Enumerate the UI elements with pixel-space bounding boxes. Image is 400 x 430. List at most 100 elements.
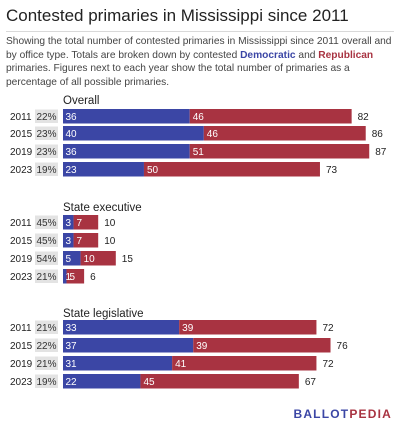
pct-label-bg — [35, 356, 58, 370]
pct-label-bg — [35, 109, 58, 123]
bar-label-democratic: 23 — [66, 165, 78, 176]
total-label: 73 — [326, 165, 338, 176]
bar-label-democratic: 36 — [66, 112, 78, 123]
bar-democratic — [63, 251, 81, 266]
total-label: 6 — [90, 272, 96, 283]
year-label: 2015 — [10, 129, 33, 140]
bar-label-republican: 46 — [207, 129, 219, 140]
pct-label-bg — [35, 162, 58, 176]
bar-label-democratic: 22 — [66, 377, 78, 388]
bar-democratic — [63, 144, 190, 159]
bar-republican — [189, 144, 370, 159]
pct-label: 21% — [36, 323, 56, 334]
bar-democratic — [63, 215, 74, 230]
bar-label-republican: 39 — [182, 323, 194, 334]
bar-label-republican: 7 — [77, 236, 83, 247]
pct-label-bg — [35, 374, 58, 388]
pct-label: 45% — [36, 236, 56, 247]
pct-label-bg — [35, 144, 58, 158]
bar-label-republican: 41 — [175, 359, 187, 370]
total-label: 87 — [375, 147, 387, 158]
total-label: 76 — [337, 341, 349, 352]
total-label: 82 — [358, 112, 370, 123]
pct-label-bg — [35, 269, 58, 283]
year-label: 2011 — [10, 218, 32, 229]
pct-label-bg — [35, 320, 58, 334]
logo-part-1: BALLOT — [293, 407, 350, 421]
bar-republican — [172, 356, 317, 371]
year-label: 2011 — [10, 323, 32, 334]
year-label: 2019 — [10, 359, 33, 370]
bar-label-republican: 10 — [84, 254, 96, 265]
pct-label-bg — [35, 215, 58, 229]
bar-republican — [203, 126, 366, 141]
bar-label-democratic: 3 — [66, 218, 72, 229]
bar-republican — [73, 215, 99, 230]
bar-label-republican: 50 — [147, 165, 159, 176]
bar-label-democratic: 31 — [66, 359, 78, 370]
bar-label-democratic: 36 — [66, 147, 78, 158]
bar-democratic — [63, 126, 204, 141]
bar-republican — [193, 338, 331, 353]
bar-label-republican: 5 — [70, 272, 76, 283]
bar-republican — [140, 374, 299, 389]
bar-label-democratic: 3 — [66, 236, 72, 247]
bar-republican — [179, 320, 317, 335]
pct-label: 19% — [36, 165, 56, 176]
year-label: 2023 — [10, 165, 33, 176]
bar-label-republican: 39 — [196, 341, 208, 352]
pct-label: 21% — [36, 272, 56, 283]
year-label: 2015 — [10, 236, 33, 247]
pct-label: 19% — [36, 377, 56, 388]
year-label: 2023 — [10, 272, 33, 283]
title-divider — [6, 31, 394, 32]
chart-subtitle: Showing the total number of contested pr… — [6, 35, 392, 89]
bar-republican — [66, 269, 85, 284]
bar-label-democratic: 37 — [66, 341, 78, 352]
pct-label-bg — [35, 233, 58, 247]
bar-republican — [80, 251, 116, 266]
total-label: 72 — [322, 359, 334, 370]
pct-label-bg — [35, 126, 58, 140]
subtitle-democratic: Democratic — [240, 49, 296, 61]
bar-label-republican: 51 — [193, 147, 205, 158]
total-label: 86 — [372, 129, 384, 140]
pct-label: 23% — [36, 129, 56, 140]
subtitle-text-and: and — [295, 49, 319, 61]
bar-label-democratic: 40 — [66, 129, 78, 140]
bar-democratic — [63, 162, 144, 177]
bar-label-democratic: 1 — [66, 272, 72, 283]
total-label: 67 — [305, 377, 317, 388]
bar-label-democratic: 33 — [66, 323, 78, 334]
bar-democratic — [63, 356, 173, 371]
bar-democratic — [63, 338, 194, 353]
year-label: 2019 — [10, 254, 33, 265]
group-title: State legislative — [63, 308, 144, 320]
group-title: Overall — [63, 95, 99, 107]
pct-label: 54% — [36, 254, 56, 265]
bar-republican — [143, 162, 320, 177]
ballotpedia-logo: BALLOTPEDIA — [293, 407, 392, 421]
subtitle-text-2: primaries. Figures next to each year sho… — [6, 63, 350, 88]
bar-republican — [189, 109, 352, 124]
bar-democratic — [63, 109, 190, 124]
bar-republican — [73, 233, 99, 248]
bar-label-republican: 46 — [193, 112, 205, 123]
bar-democratic — [63, 374, 141, 389]
bar-label-republican: 7 — [77, 218, 83, 229]
year-label: 2011 — [10, 112, 32, 123]
pct-label: 45% — [36, 218, 56, 229]
subtitle-republican: Republican — [318, 49, 374, 61]
pct-label: 23% — [36, 147, 56, 158]
total-label: 72 — [322, 323, 334, 334]
bar-label-republican: 45 — [143, 377, 155, 388]
pct-label: 22% — [36, 112, 56, 123]
bar-democratic — [63, 320, 180, 335]
total-label: 10 — [104, 218, 116, 229]
subtitle-text-1: Showing the total number of contested pr… — [6, 36, 392, 61]
year-label: 2019 — [10, 147, 33, 158]
bar-democratic — [63, 269, 67, 284]
bar-democratic — [63, 233, 74, 248]
pct-label: 21% — [36, 359, 56, 370]
